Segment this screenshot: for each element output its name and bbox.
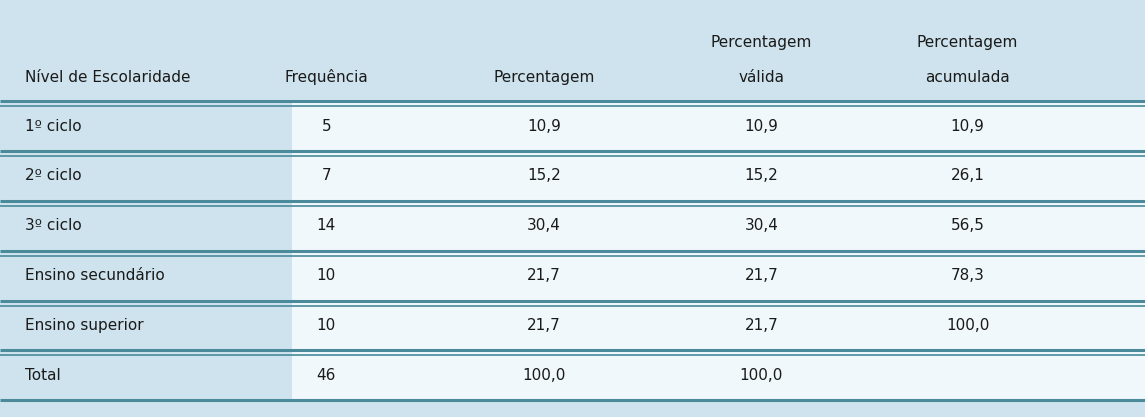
Text: 46: 46 bbox=[317, 368, 335, 383]
Text: 10,9: 10,9 bbox=[950, 118, 985, 133]
Text: 3º ciclo: 3º ciclo bbox=[25, 218, 82, 233]
Text: Percentagem: Percentagem bbox=[917, 35, 1018, 50]
Text: 30,4: 30,4 bbox=[744, 218, 779, 233]
Text: 1º ciclo: 1º ciclo bbox=[25, 118, 81, 133]
Text: 10,9: 10,9 bbox=[744, 118, 779, 133]
Text: 21,7: 21,7 bbox=[744, 268, 779, 283]
Text: 30,4: 30,4 bbox=[527, 218, 561, 233]
Text: 21,7: 21,7 bbox=[527, 268, 561, 283]
Text: 100,0: 100,0 bbox=[740, 368, 783, 383]
Text: 26,1: 26,1 bbox=[950, 168, 985, 183]
Text: 2º ciclo: 2º ciclo bbox=[25, 168, 81, 183]
Text: 10: 10 bbox=[317, 268, 335, 283]
Text: 78,3: 78,3 bbox=[950, 268, 985, 283]
Text: válida: válida bbox=[739, 70, 784, 85]
Text: 10,9: 10,9 bbox=[527, 118, 561, 133]
Text: 7: 7 bbox=[322, 168, 331, 183]
Text: 21,7: 21,7 bbox=[527, 318, 561, 333]
Text: 15,2: 15,2 bbox=[527, 168, 561, 183]
Text: Ensino superior: Ensino superior bbox=[25, 318, 144, 333]
Text: 14: 14 bbox=[317, 218, 335, 233]
Text: Total: Total bbox=[25, 368, 61, 383]
Text: 100,0: 100,0 bbox=[522, 368, 566, 383]
Bar bbox=[292, 17, 1145, 101]
Text: Nível de Escolaridade: Nível de Escolaridade bbox=[25, 70, 191, 85]
Text: Percentagem: Percentagem bbox=[711, 35, 812, 50]
Text: 21,7: 21,7 bbox=[744, 318, 779, 333]
Text: Percentagem: Percentagem bbox=[493, 70, 594, 85]
Text: Ensino secundário: Ensino secundário bbox=[25, 268, 165, 283]
Text: 10: 10 bbox=[317, 318, 335, 333]
Text: 5: 5 bbox=[322, 118, 331, 133]
Text: Frequência: Frequência bbox=[284, 70, 369, 85]
Text: 15,2: 15,2 bbox=[744, 168, 779, 183]
Text: 100,0: 100,0 bbox=[946, 318, 989, 333]
Text: 56,5: 56,5 bbox=[950, 218, 985, 233]
Text: acumulada: acumulada bbox=[925, 70, 1010, 85]
Bar bbox=[292, 17, 1145, 400]
